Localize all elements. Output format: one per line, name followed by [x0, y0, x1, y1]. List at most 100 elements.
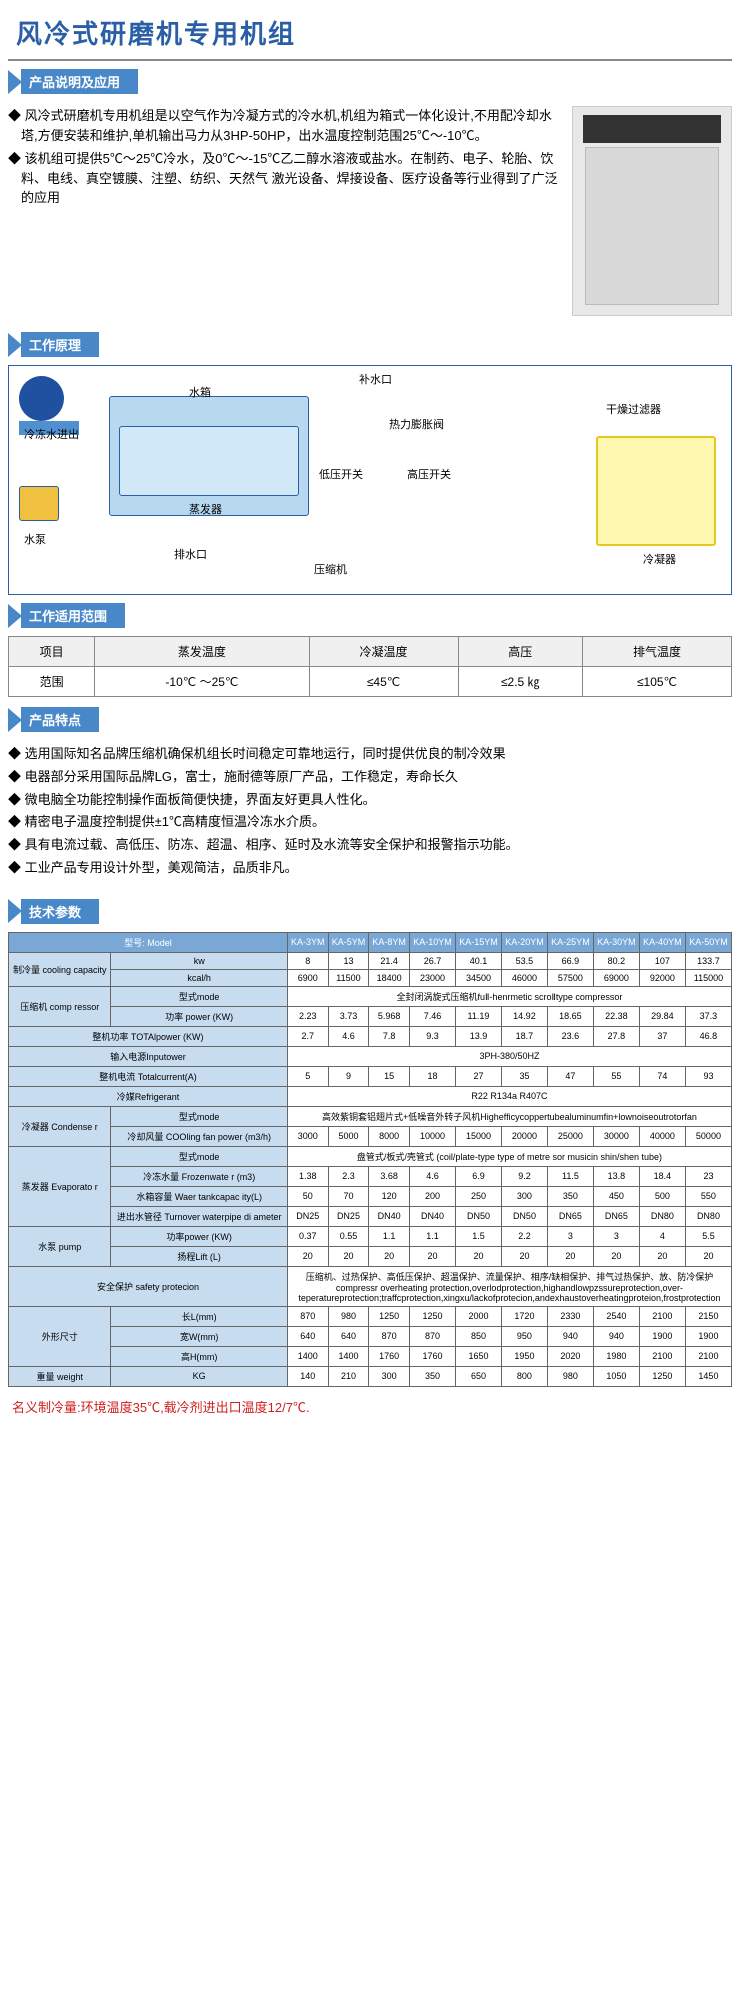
spec-cell: KA-40YM [639, 932, 685, 952]
spec-cell: 9 [328, 1066, 369, 1086]
spec-cell: 5.5 [685, 1226, 731, 1246]
footnote: 名义制冷量:环境温度35℃,载冷剂进出口温度12/7℃. [8, 1393, 732, 1416]
spec-cell: 30000 [593, 1126, 639, 1146]
spec-cell: 1720 [501, 1306, 547, 1326]
scope-h3: 高压 [458, 637, 582, 667]
spec-cell: 20 [369, 1246, 410, 1266]
spec-cell: 18.65 [547, 1006, 593, 1026]
totalcurrent-label: 整机电流 Totalcurrent(A) [9, 1066, 288, 1086]
dg-label-cond: 冷凝器 [643, 551, 676, 567]
spec-cell: 2000 [455, 1306, 501, 1326]
scope-rowlabel: 范围 [9, 667, 95, 697]
spec-cell: 7.8 [369, 1026, 410, 1046]
spec-cell: 5000 [328, 1126, 369, 1146]
spec-cell: 9.2 [501, 1166, 547, 1186]
spec-cell: 0.55 [328, 1226, 369, 1246]
spec-cell: 92000 [639, 969, 685, 986]
scope-h4: 排气温度 [582, 637, 731, 667]
spec-cell: KA-20YM [501, 932, 547, 952]
section-label: 工作适用范围 [21, 603, 125, 628]
spec-cell: DN25 [328, 1206, 369, 1226]
spec-cell: 107 [639, 952, 685, 969]
section-header-principle: 工作原理 [8, 332, 732, 357]
capkw-label: kw [111, 952, 287, 969]
height-label: 高H(mm) [111, 1346, 287, 1366]
features-list: ◆ 选用国际知名品牌压缩机确保机组长时间稳定可靠地运行，同时提供优良的制冷效果 … [8, 740, 732, 891]
spec-cell: 23 [685, 1166, 731, 1186]
spec-cell: 2100 [639, 1306, 685, 1326]
desc-p1: ◆ 风冷式研磨机专用机组是以空气作为冷凝方式的冷水机,机组为箱式一体化设计,不用… [8, 106, 562, 145]
spec-cell: 2540 [593, 1306, 639, 1326]
spec-cell: 4 [639, 1226, 685, 1246]
spec-cell: 4.6 [409, 1166, 455, 1186]
principle-diagram: 水箱 冷冻水进出 补水口 蒸发器 排水口 水泵 低压开关 高压开关 压缩机 热力… [8, 365, 732, 595]
spec-cell: 0.37 [287, 1226, 328, 1246]
spec-cell: 20 [547, 1246, 593, 1266]
refrigerant-value: R22 R134a R407C [287, 1086, 731, 1106]
spec-cell: 2.7 [287, 1026, 328, 1046]
spec-cell: 20 [455, 1246, 501, 1266]
spec-cell: 640 [328, 1326, 369, 1346]
spec-cell: 1760 [369, 1346, 410, 1366]
spec-cell: 13.8 [593, 1166, 639, 1186]
dg-label-pump: 水泵 [24, 531, 46, 547]
spec-cell: 11500 [328, 969, 369, 986]
arrow-icon [8, 333, 22, 357]
totalpower-label: 整机功率 TOTAlpower (KW) [9, 1026, 288, 1046]
mode-label: 型式mode [111, 986, 287, 1006]
spec-cell: 66.9 [547, 952, 593, 969]
safety-label: 安全保护 safety protecion [9, 1266, 288, 1306]
diagram-pump [19, 486, 59, 521]
spec-cell: 20 [593, 1246, 639, 1266]
dim-label: 外形尺寸 [9, 1306, 111, 1366]
spec-cell: 18.7 [501, 1026, 547, 1046]
section-label: 工作原理 [21, 332, 99, 357]
spec-cell: 93 [685, 1066, 731, 1086]
scope-v2: ≤2.5 ㎏ [458, 667, 582, 697]
spec-cell: 2.3 [328, 1166, 369, 1186]
spec-cell: 46000 [501, 969, 547, 986]
spec-cell: 18.4 [639, 1166, 685, 1186]
spec-cell: 15 [369, 1066, 410, 1086]
spec-cell: 1250 [409, 1306, 455, 1326]
spec-cell: DN40 [409, 1206, 455, 1226]
spec-cell: 6.9 [455, 1166, 501, 1186]
compressor-label: 压缩机 comp ressor [9, 986, 111, 1026]
dg-label-comp: 压缩机 [314, 561, 347, 577]
capacity-label: 制冷量 cooling capacity [9, 952, 111, 986]
spec-cell: 1400 [287, 1346, 328, 1366]
spec-cell: 57500 [547, 969, 593, 986]
scope-table: 项目 蒸发温度 冷凝温度 高压 排气温度 范围 -10℃ ～25℃ ≤45℃ ≤… [8, 636, 732, 697]
spec-cell: 1.1 [409, 1226, 455, 1246]
model-label: 型号: Model [9, 932, 288, 952]
spec-cell: 37.3 [685, 1006, 731, 1026]
spec-cell: 1950 [501, 1346, 547, 1366]
spec-cell: 11.19 [455, 1006, 501, 1026]
feature-3: ◆ 微电脑全功能控制操作面板简便快捷，界面友好更具人性化。 [8, 790, 732, 811]
spec-cell: 350 [547, 1186, 593, 1206]
spec-cell: 14.92 [501, 1006, 547, 1026]
spec-cell: 2020 [547, 1346, 593, 1366]
spec-cell: 2100 [685, 1346, 731, 1366]
dg-label-valve: 热力膨胀阀 [389, 416, 444, 432]
spec-cell: 10000 [409, 1126, 455, 1146]
spec-cell: 2.2 [501, 1226, 547, 1246]
spec-cell: 53.5 [501, 952, 547, 969]
feature-5: ◆ 具有电流过载、高低压、防冻、超温、相序、延时及水流等安全保护和报警指示功能。 [8, 835, 732, 856]
section-label: 产品特点 [21, 707, 99, 732]
spec-cell: 1.1 [369, 1226, 410, 1246]
spec-cell: 2330 [547, 1306, 593, 1326]
spec-cell: 13 [328, 952, 369, 969]
spec-cell: 1650 [455, 1346, 501, 1366]
cond-mode: 高效紫铜套铝翅片式+低噪音外转子风机Highefficycoppertubeal… [287, 1106, 731, 1126]
spec-cell: 5 [287, 1066, 328, 1086]
diagram-compressor [19, 376, 64, 421]
spec-cell: 300 [501, 1186, 547, 1206]
spec-cell: 23000 [409, 969, 455, 986]
spec-cell: 1450 [685, 1366, 731, 1386]
spec-cell: DN50 [455, 1206, 501, 1226]
condenser-label: 冷凝器 Condense r [9, 1106, 111, 1146]
spec-cell: 2100 [639, 1346, 685, 1366]
spec-cell: 35 [501, 1066, 547, 1086]
spec-cell: 980 [547, 1366, 593, 1386]
